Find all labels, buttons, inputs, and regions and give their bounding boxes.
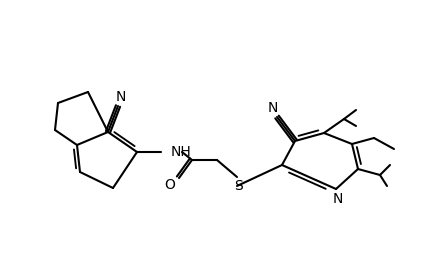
Text: N: N xyxy=(268,101,278,115)
Text: O: O xyxy=(165,178,175,192)
Text: S: S xyxy=(235,179,243,193)
Text: N: N xyxy=(333,192,343,206)
Text: N: N xyxy=(116,90,126,104)
Text: NH: NH xyxy=(171,145,192,159)
